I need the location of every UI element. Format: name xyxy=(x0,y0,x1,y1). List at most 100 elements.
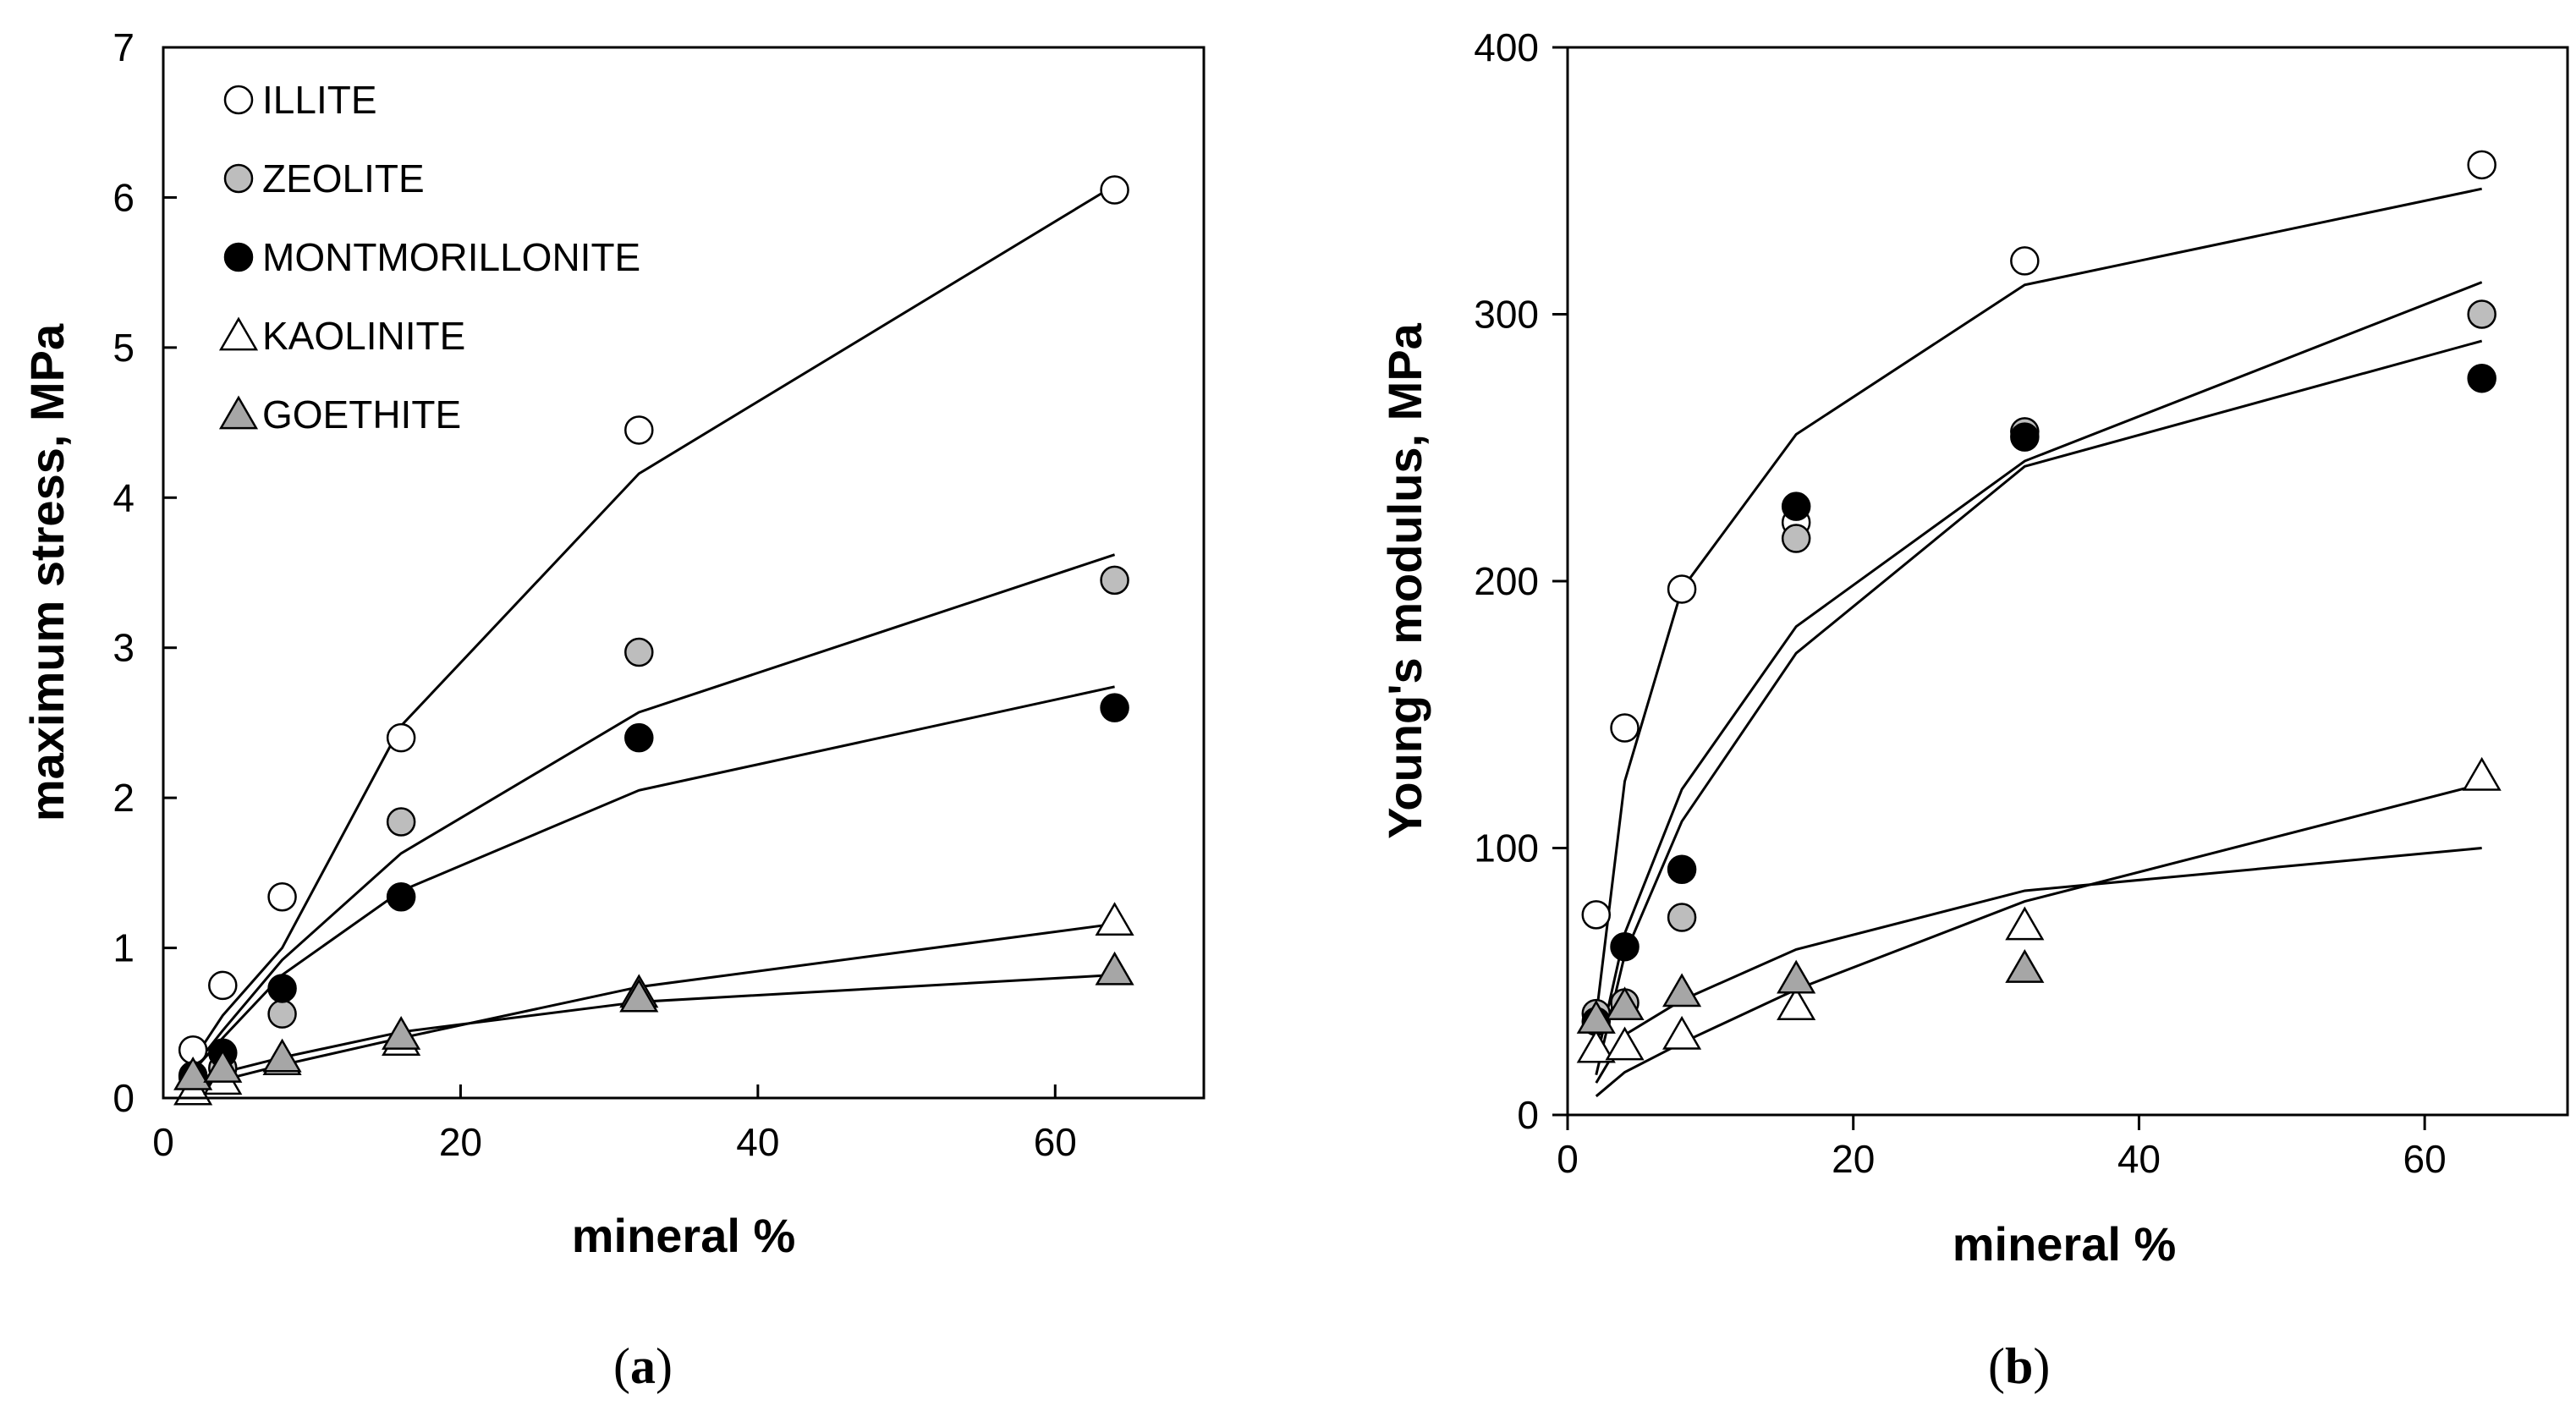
y-tick-label-b-300: 300 xyxy=(1474,293,1539,337)
fit-line-a-goethite xyxy=(192,974,1115,1083)
point-a-montmorillonite-5 xyxy=(1100,693,1129,722)
fit-line-b-kaolinite xyxy=(1595,782,2483,1098)
point-b-goethite-4 xyxy=(2005,949,2045,983)
plot-frame-a xyxy=(162,46,1206,1100)
y-tick-label-b-200: 200 xyxy=(1474,559,1539,603)
legend-label-kaolinite: KAOLINITE xyxy=(262,314,465,358)
point-a-goethite-0 xyxy=(173,1056,213,1090)
point-b-montmorillonite-3 xyxy=(1781,491,1811,521)
point-b-goethite-0 xyxy=(1576,999,1616,1034)
point-b-goethite-1 xyxy=(1605,986,1645,1021)
fit-line-b-zeolite xyxy=(1595,281,2483,1062)
point-b-kaolinite-2 xyxy=(1662,1015,1702,1050)
y-axis-label-a: maximum stress, MPa xyxy=(20,323,74,821)
point-a-montmorillonite-2 xyxy=(267,974,297,1003)
point-b-zeolite-3 xyxy=(1781,524,1811,553)
point-a-goethite-3 xyxy=(382,1016,421,1050)
fit-line-b-goethite xyxy=(1595,847,2482,1084)
y-tick-label-b-400: 400 xyxy=(1474,25,1539,69)
legend-label-montmorillonite: MONTMORILLONITE xyxy=(262,235,640,279)
point-a-illite-5 xyxy=(1100,175,1129,205)
point-a-goethite-4 xyxy=(619,978,659,1013)
ticks-b: 0 20 40 60 0 100 200 300 400 xyxy=(1474,25,2446,1181)
x-axis-label-a: mineral % xyxy=(572,1209,796,1262)
point-a-zeolite-4 xyxy=(624,637,654,667)
legend-marker-zeolite xyxy=(223,163,254,194)
point-b-montmorillonite-1 xyxy=(1610,931,1640,962)
x-tick-label-a-60: 60 xyxy=(1034,1120,1077,1164)
x-tick-label-b-0: 0 xyxy=(1557,1137,1579,1181)
legend-label-goethite: GOETHITE xyxy=(262,393,461,436)
x-tick-label-a-20: 20 xyxy=(439,1120,482,1164)
caption-a-letter: a xyxy=(630,1338,656,1394)
legend-marker-illite xyxy=(223,85,254,115)
caption-b-letter: b xyxy=(2005,1338,2033,1394)
point-a-montmorillonite-4 xyxy=(624,722,654,753)
point-b-zeolite-5 xyxy=(2467,299,2496,329)
fit-line-b-montmorillonite xyxy=(1595,339,2483,1076)
point-a-kaolinite-5 xyxy=(1095,902,1134,936)
plot-frame-b xyxy=(1566,46,2569,1117)
legend-label-zeolite: ZEOLITE xyxy=(262,156,425,200)
fit-line-a-montmorillonite xyxy=(192,685,1115,1073)
fit-line-a-illite xyxy=(191,184,1116,1062)
x-tick-label-a-40: 40 xyxy=(736,1120,779,1164)
fit-lines-b xyxy=(1595,187,2483,1098)
y-tick-label-a-4: 4 xyxy=(113,475,135,519)
point-b-goethite-2 xyxy=(1662,973,1702,1007)
y-tick-label-a-3: 3 xyxy=(113,626,135,670)
point-a-zeolite-2 xyxy=(267,999,297,1029)
point-a-goethite-5 xyxy=(1095,951,1134,986)
x-tick-label-b-20: 20 xyxy=(1832,1137,1875,1181)
panel-a: 0 20 40 60 0 1 2 3 4 5 6 7 ILLITE ZEOLITE MONTMORIL… xyxy=(20,25,1206,1394)
point-b-kaolinite-1 xyxy=(1605,1026,1645,1061)
point-a-illite-4 xyxy=(624,415,654,445)
caption-a: (a) xyxy=(613,1338,673,1394)
y-axis-label-b: Young's modulus, MPa xyxy=(1378,322,1431,838)
legend-marker-montmorillonite xyxy=(223,242,254,272)
point-b-montmorillonite-4 xyxy=(2010,422,2040,452)
point-b-kaolinite-5 xyxy=(2462,756,2502,791)
y-tick-label-a-6: 6 xyxy=(113,175,135,219)
point-b-kaolinite-0 xyxy=(1576,1029,1616,1063)
legend-label-illite: ILLITE xyxy=(262,78,377,122)
point-b-goethite-3 xyxy=(1777,959,1816,994)
point-a-montmorillonite-3 xyxy=(386,881,416,912)
caption-b: (b) xyxy=(1988,1338,2050,1394)
panel-b: 0 20 40 60 0 100 200 300 400 mineral % Young's m… xyxy=(1378,25,2569,1394)
y-tick-label-a-1: 1 xyxy=(113,926,135,970)
point-b-illite-5 xyxy=(2467,150,2496,180)
markers-a xyxy=(173,175,1134,1106)
y-tick-label-a-2: 2 xyxy=(113,776,135,820)
point-a-goethite-2 xyxy=(262,1038,302,1073)
point-a-zeolite-5 xyxy=(1100,565,1129,596)
point-a-illite-2 xyxy=(267,881,297,912)
fit-line-b-illite xyxy=(1595,187,2482,1017)
point-b-montmorillonite-2 xyxy=(1667,854,1697,884)
point-b-illite-4 xyxy=(2010,246,2040,276)
point-a-illite-1 xyxy=(208,970,238,1001)
legend-marker-goethite xyxy=(218,395,259,430)
y-tick-label-a-7: 7 xyxy=(113,25,135,69)
point-b-montmorillonite-5 xyxy=(2467,363,2496,393)
y-tick-label-a-0: 0 xyxy=(113,1076,135,1120)
point-b-illite-1 xyxy=(1610,713,1640,743)
point-a-goethite-1 xyxy=(203,1049,243,1083)
ticks-a: 0 20 40 60 0 1 2 3 4 5 6 7 xyxy=(113,25,1076,1164)
y-tick-label-b-0: 0 xyxy=(1517,1093,1539,1137)
x-axis-label-b: mineral % xyxy=(1953,1217,2177,1271)
y-tick-label-b-100: 100 xyxy=(1474,826,1539,870)
point-b-illite-2 xyxy=(1667,574,1697,604)
markers-b xyxy=(1576,150,2502,1063)
point-a-zeolite-3 xyxy=(386,807,416,837)
fit-line-a-zeolite xyxy=(191,553,1116,1069)
y-tick-label-a-5: 5 xyxy=(113,326,135,370)
legend-marker-kaolinite xyxy=(218,316,259,351)
x-tick-label-b-60: 60 xyxy=(2403,1137,2447,1181)
point-b-illite-0 xyxy=(1581,900,1612,930)
x-tick-label-b-40: 40 xyxy=(2117,1137,2161,1181)
point-b-kaolinite-3 xyxy=(1777,986,1816,1021)
x-tick-label-a-0: 0 xyxy=(152,1120,174,1164)
point-b-zeolite-2 xyxy=(1667,903,1697,932)
